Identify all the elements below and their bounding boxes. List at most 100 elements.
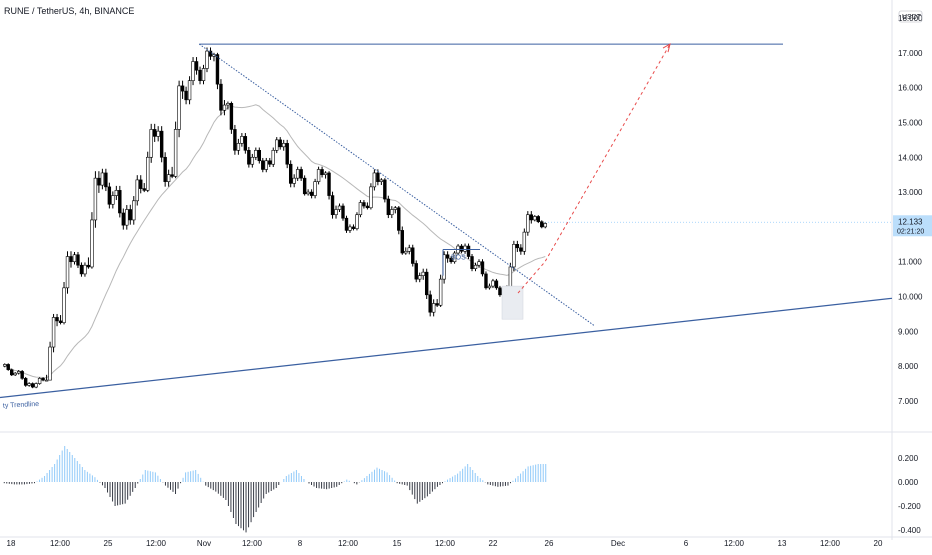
candle-body bbox=[411, 247, 415, 264]
countdown-label: 02:21:20 bbox=[897, 228, 924, 235]
candle-body bbox=[362, 202, 366, 207]
candle-body bbox=[407, 247, 411, 252]
candle-body bbox=[184, 90, 188, 101]
candle-body bbox=[421, 271, 425, 276]
candle-body bbox=[163, 156, 167, 182]
candle-body bbox=[466, 245, 471, 257]
moving-average-line bbox=[4, 104, 546, 379]
descending-trendline bbox=[198, 43, 596, 327]
y-tick-label: 8.000 bbox=[898, 362, 919, 371]
candle-body bbox=[62, 287, 66, 323]
candle-body bbox=[459, 245, 464, 252]
x-tick-label: 15 bbox=[393, 539, 402, 548]
candle-body bbox=[393, 207, 398, 210]
candle-body bbox=[37, 378, 42, 384]
candle-body bbox=[135, 179, 139, 202]
candle-body bbox=[302, 177, 307, 195]
x-tick-label: 12:00 bbox=[724, 539, 745, 548]
candle-body bbox=[142, 188, 146, 191]
candle-body bbox=[316, 169, 321, 182]
candle-body bbox=[278, 139, 282, 148]
x-tick-label: Nov bbox=[197, 539, 211, 548]
candle-body bbox=[30, 383, 35, 388]
candle-body bbox=[6, 364, 10, 370]
candle-body bbox=[435, 303, 439, 306]
x-tick-label: 25 bbox=[104, 539, 113, 548]
candle-body bbox=[156, 130, 160, 137]
currency-box bbox=[898, 10, 923, 23]
candle-body bbox=[473, 264, 478, 269]
candle-body bbox=[55, 317, 59, 322]
candle-body bbox=[149, 129, 153, 158]
candle-body bbox=[23, 378, 28, 386]
candle-body bbox=[355, 214, 359, 229]
candle-body bbox=[229, 103, 234, 130]
candle-body bbox=[285, 143, 289, 165]
candle-body bbox=[86, 264, 91, 268]
candle-body bbox=[159, 130, 164, 158]
candle-body bbox=[313, 181, 317, 196]
y-tick-label: 7.000 bbox=[898, 397, 919, 406]
candle-body bbox=[250, 156, 255, 165]
candle-body bbox=[34, 383, 38, 388]
candle-body bbox=[107, 186, 112, 205]
moving-average bbox=[4, 104, 546, 379]
candle-body bbox=[271, 150, 275, 165]
candle-body bbox=[83, 264, 87, 275]
candle-body bbox=[247, 150, 251, 165]
x-tick-label: 18 bbox=[7, 539, 16, 548]
candle-body bbox=[111, 195, 115, 205]
axes: 18.00017.00016.00015.00014.00013.00012.0… bbox=[7, 10, 932, 548]
order-block-box bbox=[501, 285, 524, 320]
candle-body bbox=[48, 346, 52, 381]
candle-body bbox=[299, 169, 303, 179]
x-tick-label: 22 bbox=[489, 539, 498, 548]
last-price-label: 12.133 bbox=[898, 217, 923, 226]
candle-body bbox=[236, 143, 241, 151]
candle-body bbox=[13, 372, 17, 376]
candle-body bbox=[93, 177, 98, 221]
y-tick-label: 13.000 bbox=[898, 188, 923, 197]
osc-y-tick-label: -0.400 bbox=[898, 526, 921, 535]
y-tick-label: 15.000 bbox=[898, 118, 923, 127]
candle-body bbox=[424, 271, 429, 296]
candle-body bbox=[201, 68, 206, 81]
candle-body bbox=[44, 379, 49, 382]
y-tick-label: 10.000 bbox=[898, 293, 923, 302]
candle-body bbox=[400, 230, 404, 254]
candle-body bbox=[449, 257, 453, 263]
candle-body bbox=[320, 169, 324, 175]
x-tick-label: 12:00 bbox=[338, 539, 359, 548]
candle-body bbox=[76, 254, 80, 266]
candle-body bbox=[275, 139, 279, 151]
trendline-label: ty Trendline bbox=[3, 401, 40, 410]
x-tick-label: 12:00 bbox=[146, 539, 167, 548]
candle-body bbox=[27, 383, 31, 386]
y-tick-label: 14.000 bbox=[898, 153, 923, 162]
candle-body bbox=[288, 163, 293, 184]
candle-body bbox=[470, 256, 474, 269]
candle-body bbox=[306, 191, 310, 195]
bos-label: BOS bbox=[451, 255, 466, 262]
candle-body bbox=[295, 169, 300, 179]
candle-body bbox=[194, 61, 199, 71]
candle-body bbox=[404, 250, 408, 254]
candle-body bbox=[170, 174, 174, 177]
drawn-lines: BOS ty Trendline bbox=[0, 43, 893, 410]
candle-body bbox=[90, 219, 94, 268]
currency-label: USDT bbox=[902, 14, 922, 21]
candle-body bbox=[261, 160, 265, 170]
candle-body bbox=[139, 179, 143, 189]
candle-body bbox=[519, 247, 523, 252]
candle-body bbox=[414, 263, 418, 280]
candle-body bbox=[16, 371, 21, 374]
candle-body bbox=[498, 287, 502, 296]
candle-body bbox=[97, 177, 101, 186]
candle-body bbox=[226, 103, 230, 106]
candle-body bbox=[344, 217, 349, 231]
candle-body bbox=[121, 212, 126, 226]
candle-body bbox=[533, 216, 537, 221]
candle-body bbox=[477, 261, 481, 266]
